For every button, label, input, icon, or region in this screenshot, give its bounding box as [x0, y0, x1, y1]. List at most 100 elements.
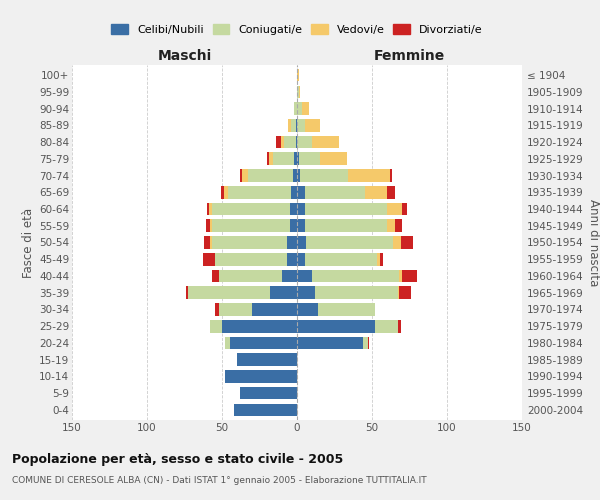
- Bar: [212, 270, 219, 282]
- Bar: [380, 253, 383, 266]
- Bar: [210, 220, 212, 232]
- Bar: [367, 336, 369, 349]
- Bar: [402, 202, 407, 215]
- Bar: [270, 286, 297, 299]
- Bar: [248, 169, 293, 182]
- Text: Popolazione per età, sesso e stato civile - 2005: Popolazione per età, sesso e stato civil…: [12, 452, 343, 466]
- Bar: [390, 169, 392, 182]
- Bar: [395, 220, 402, 232]
- Bar: [291, 186, 297, 198]
- Bar: [299, 152, 320, 165]
- Bar: [282, 270, 297, 282]
- Bar: [402, 270, 417, 282]
- Bar: [297, 102, 302, 115]
- Bar: [296, 119, 297, 132]
- Bar: [287, 253, 297, 266]
- Bar: [398, 286, 399, 299]
- Bar: [240, 169, 241, 182]
- Bar: [221, 186, 223, 198]
- Bar: [315, 286, 398, 299]
- Bar: [212, 220, 290, 232]
- Bar: [222, 320, 297, 332]
- Bar: [297, 169, 300, 182]
- Bar: [205, 220, 210, 232]
- Bar: [212, 236, 287, 249]
- Bar: [223, 186, 228, 198]
- Bar: [225, 336, 229, 349]
- Bar: [387, 186, 395, 198]
- Bar: [297, 303, 318, 316]
- Bar: [305, 186, 365, 198]
- Bar: [294, 102, 297, 115]
- Bar: [320, 152, 347, 165]
- Bar: [297, 286, 315, 299]
- Bar: [203, 253, 215, 266]
- Bar: [297, 136, 312, 148]
- Bar: [297, 236, 306, 249]
- Y-axis label: Fasce di età: Fasce di età: [22, 208, 35, 278]
- Bar: [294, 152, 297, 165]
- Bar: [305, 202, 387, 215]
- Bar: [186, 286, 187, 299]
- Bar: [299, 86, 300, 98]
- Legend: Celibi/Nubili, Coniugati/e, Vedovi/e, Divorziati/e: Celibi/Nubili, Coniugati/e, Vedovi/e, Di…: [112, 24, 482, 35]
- Bar: [291, 119, 296, 132]
- Bar: [281, 136, 284, 148]
- Bar: [312, 136, 339, 148]
- Bar: [210, 236, 212, 249]
- Bar: [240, 387, 297, 400]
- Bar: [393, 236, 401, 249]
- Bar: [302, 102, 309, 115]
- Bar: [377, 253, 380, 266]
- Bar: [252, 303, 297, 316]
- Bar: [305, 119, 320, 132]
- Bar: [297, 320, 375, 332]
- Bar: [284, 136, 296, 148]
- Bar: [209, 202, 212, 215]
- Bar: [290, 220, 297, 232]
- Bar: [290, 202, 297, 215]
- Bar: [204, 236, 210, 249]
- Bar: [297, 86, 299, 98]
- Bar: [399, 270, 402, 282]
- Text: Maschi: Maschi: [157, 50, 212, 64]
- Bar: [297, 69, 299, 82]
- Bar: [375, 320, 398, 332]
- Bar: [387, 220, 395, 232]
- Bar: [297, 253, 305, 266]
- Bar: [267, 152, 269, 165]
- Bar: [297, 202, 305, 215]
- Bar: [241, 169, 248, 182]
- Bar: [297, 270, 312, 282]
- Bar: [398, 320, 401, 332]
- Bar: [312, 270, 399, 282]
- Bar: [297, 119, 305, 132]
- Bar: [210, 320, 222, 332]
- Bar: [365, 186, 387, 198]
- Bar: [225, 370, 297, 382]
- Bar: [288, 119, 291, 132]
- Bar: [269, 152, 273, 165]
- Bar: [287, 236, 297, 249]
- Text: COMUNE DI CERESOLE ALBA (CN) - Dati ISTAT 1° gennaio 2005 - Elaborazione TUTTITA: COMUNE DI CERESOLE ALBA (CN) - Dati ISTA…: [12, 476, 427, 485]
- Bar: [305, 253, 377, 266]
- Bar: [237, 354, 297, 366]
- Bar: [297, 152, 299, 165]
- Bar: [401, 236, 413, 249]
- Bar: [348, 169, 390, 182]
- Bar: [363, 336, 367, 349]
- Bar: [318, 303, 375, 316]
- Bar: [300, 169, 348, 182]
- Bar: [212, 202, 290, 215]
- Bar: [399, 286, 411, 299]
- Bar: [297, 336, 363, 349]
- Bar: [215, 253, 287, 266]
- Bar: [219, 303, 252, 316]
- Bar: [207, 202, 209, 215]
- Bar: [297, 186, 305, 198]
- Bar: [387, 202, 402, 215]
- Bar: [293, 169, 297, 182]
- Bar: [296, 136, 297, 148]
- Bar: [187, 286, 270, 299]
- Bar: [229, 336, 297, 349]
